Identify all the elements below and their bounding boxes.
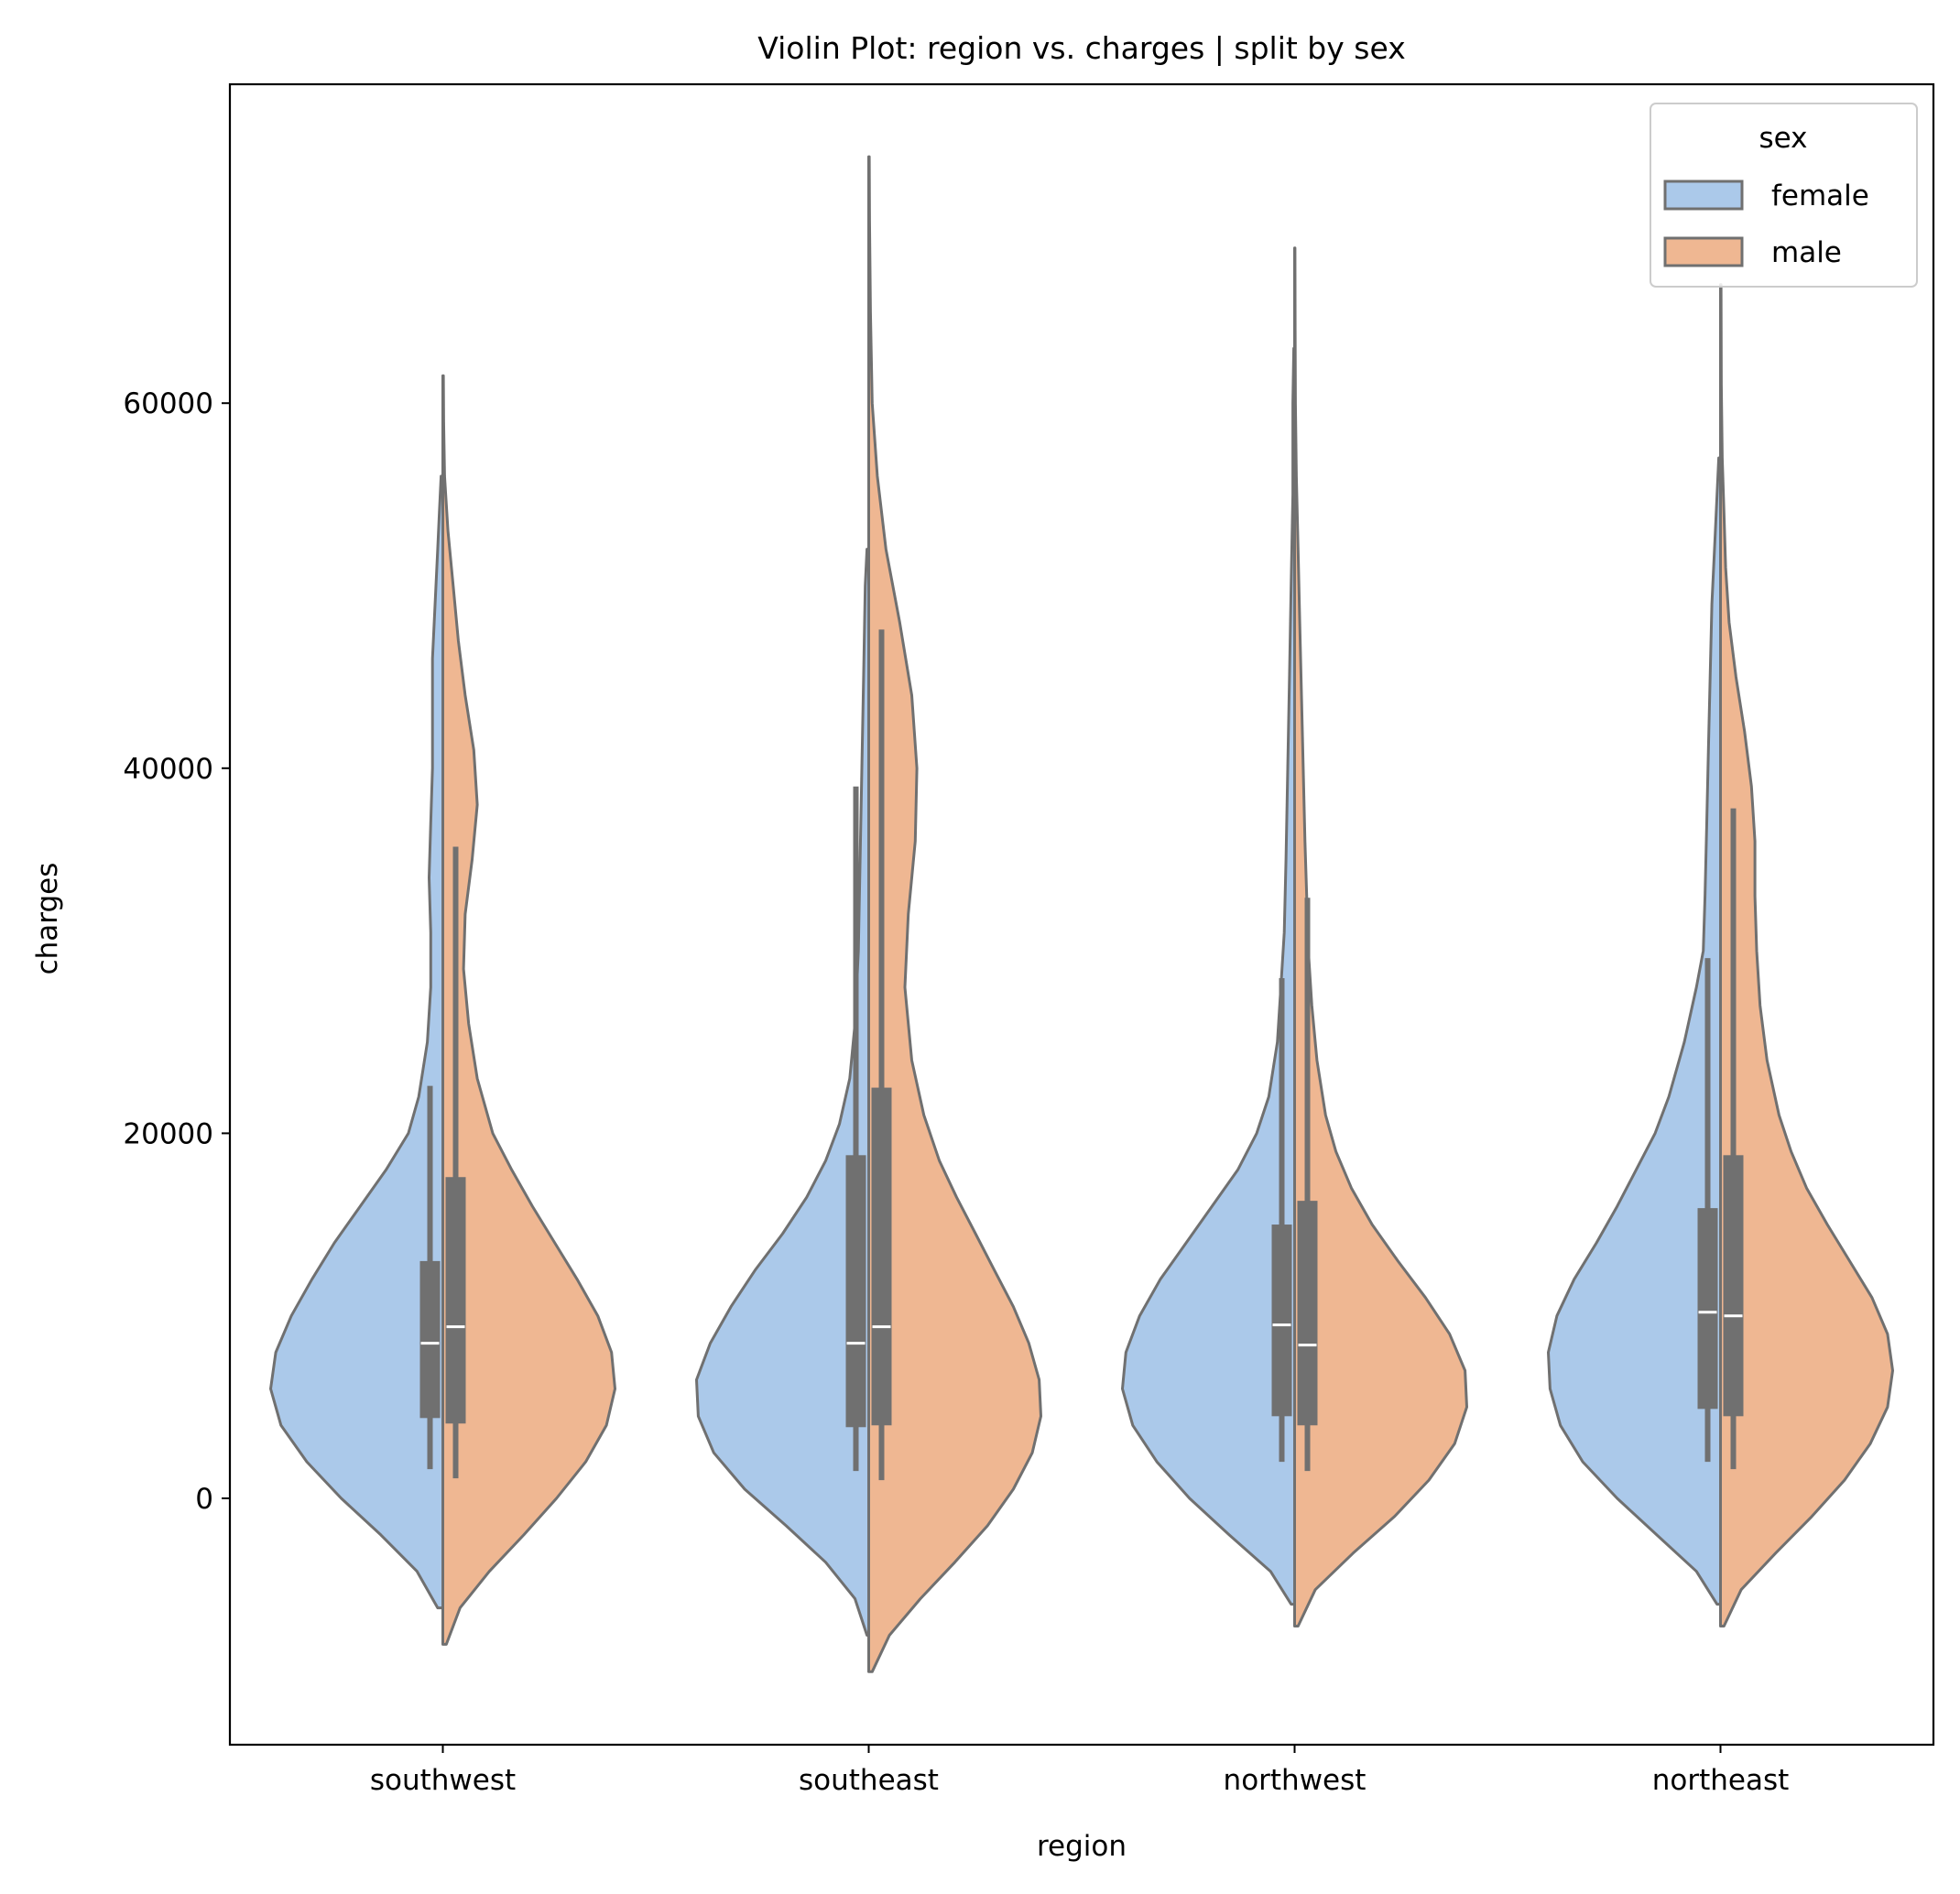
iqr-box-male-northeast	[1723, 1155, 1744, 1417]
y-tick-label: 0	[195, 1483, 213, 1516]
x-axis: southwest southeast northwest northeast	[370, 1745, 1789, 1797]
chart-title: Violin Plot: region vs. charges | split …	[757, 30, 1405, 66]
boxes-layer	[419, 629, 1744, 1481]
y-tick-label: 20000	[123, 1117, 213, 1150]
legend-title: sex	[1759, 122, 1807, 155]
y-tick-label: 40000	[123, 753, 213, 786]
violin-male-southwest	[441, 374, 616, 1646]
iqr-box-female-southeast	[845, 1155, 866, 1428]
legend-swatch-female	[1663, 180, 1744, 211]
violin-female-southwest	[269, 474, 444, 1610]
violin-male-southeast	[867, 155, 1042, 1673]
iqr-box-male-southeast	[871, 1087, 892, 1426]
x-tick-label-southeast: southeast	[799, 1764, 939, 1797]
iqr-box-female-northeast	[1697, 1208, 1718, 1410]
y-axis-label: charges	[31, 863, 64, 975]
iqr-box-male-northwest	[1297, 1201, 1318, 1426]
y-tick-label: 60000	[123, 387, 213, 420]
violin-male-northwest	[1293, 246, 1468, 1627]
violin-female-southeast	[695, 548, 870, 1637]
x-axis-label: region	[1037, 1830, 1127, 1863]
plot-frame	[228, 82, 1935, 1747]
violin-male-northeast	[1719, 283, 1894, 1627]
x-tick-label-northeast: northeast	[1652, 1764, 1790, 1797]
legend: sex female male	[1650, 103, 1918, 288]
iqr-box-female-southwest	[419, 1260, 441, 1419]
violins-layer	[269, 155, 1894, 1673]
violin-female-northwest	[1121, 346, 1296, 1606]
legend-label-female: female	[1771, 180, 1869, 212]
x-tick-label-northwest: northwest	[1224, 1764, 1367, 1797]
violin-female-northeast	[1547, 456, 1722, 1606]
legend-swatch-male	[1663, 236, 1744, 267]
iqr-box-female-northwest	[1271, 1225, 1292, 1417]
legend-label-male: male	[1771, 236, 1842, 269]
y-axis: 0 20000 40000 60000	[123, 387, 230, 1516]
x-tick-label-southwest: southwest	[370, 1764, 516, 1797]
iqr-box-male-southwest	[445, 1177, 466, 1424]
